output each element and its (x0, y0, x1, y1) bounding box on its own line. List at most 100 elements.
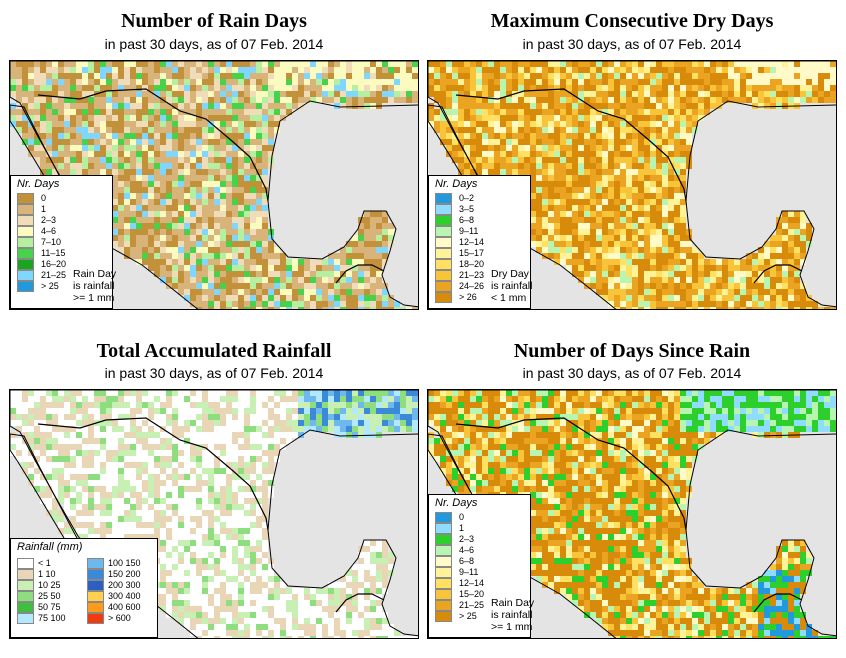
country-border (455, 88, 687, 202)
legend-label: 6–8 (459, 215, 475, 225)
legend-label: 4–6 (41, 226, 57, 236)
legend-swatch (435, 204, 452, 215)
legend-swatch (87, 580, 104, 591)
legend-note-line: is rainfall (491, 609, 533, 621)
legend-label: 21–25 (41, 270, 67, 280)
legend-label: > 25 (459, 611, 477, 621)
legend-label: 7–10 (41, 237, 62, 247)
legend-label: 3–5 (459, 204, 475, 214)
legend-swatch (435, 545, 452, 556)
legend-note: Dry Day is rainfall < 1 mm (491, 268, 532, 304)
legend-label: 21–23 (459, 270, 485, 280)
legend-swatch (17, 226, 34, 237)
legend-swatch (17, 193, 34, 204)
legend-label: 18–20 (459, 259, 485, 269)
legend-swatch (435, 259, 452, 270)
panel-title: Maximum Consecutive Dry Days (490, 10, 774, 32)
country-border (455, 417, 687, 531)
legend-item: 21–23 (429, 270, 530, 281)
legend-swatch (435, 281, 452, 292)
legend-note-line: < 1 mm (491, 292, 527, 304)
country-border (37, 417, 269, 531)
legend: Nr. Days 0–2 3–5 6–8 9–11 12–14 15–17 18–20 21–… (428, 175, 532, 309)
map-max-dry-days[interactable]: Nr. Days 0–2 3–5 6–8 9–11 12–14 15–17 18–20 21–… (427, 60, 837, 310)
legend-item: 4–6 (429, 545, 530, 556)
legend-swatch (435, 611, 452, 622)
legend-label: 400 600 (108, 602, 141, 612)
legend-note-line: Rain Day (491, 597, 535, 609)
legend: Nr. Days 0 1 2–3 4–6 7–10 11–15 16–20 21–25 > 25… (10, 175, 116, 309)
legend-label: > 26 (459, 292, 477, 302)
legend-label: 6–8 (459, 556, 475, 566)
legend-item: 6–8 (429, 556, 530, 567)
legend-item: > 25 (429, 611, 530, 622)
legend-item: 12–14 (429, 237, 530, 248)
legend-swatch (17, 580, 34, 591)
legend-swatch (435, 193, 452, 204)
legend-note: Rain Day is rainfall >= 1 mm (491, 597, 534, 633)
legend-note-line: >= 1 mm (73, 292, 115, 304)
legend-item: 7–10 (11, 237, 112, 248)
legend-label: 2–3 (41, 215, 57, 225)
legend-swatch (435, 226, 452, 237)
legend-item: 11–15 (11, 248, 112, 259)
legend-swatch (17, 591, 34, 602)
legend-label: 50 75 (38, 602, 61, 612)
legend-note-line: is rainfall (73, 280, 115, 292)
map-days-since-rain[interactable]: Nr. Days 0 1 2–3 4–6 6–8 9–11 12–14 15–20 21–25 >… (427, 389, 837, 639)
legend-swatch (435, 215, 452, 226)
legend-title: Nr. Days (435, 178, 478, 190)
legend-swatch (87, 558, 104, 569)
legend-label: 200 300 (108, 580, 141, 590)
map-rain-days[interactable]: Nr. Days 0 1 2–3 4–6 7–10 11–15 16–20 21–25 > 25… (9, 60, 419, 310)
legend-swatch (435, 600, 452, 611)
legend-item: 24–26 (429, 281, 530, 292)
legend-swatch (17, 558, 34, 569)
legend-label: 15–20 (459, 589, 485, 599)
legend-label: 100 150 (108, 558, 141, 568)
country-border (335, 264, 385, 284)
legend: Nr. Days 0 1 2–3 4–6 6–8 9–11 12–14 15–20 21–25 >… (428, 494, 534, 638)
legend-item: 21–25 (429, 600, 530, 611)
legend-swatch (435, 512, 452, 523)
legend-swatch (17, 613, 34, 624)
country-border (335, 593, 385, 613)
legend-note-line: Rain Day (73, 268, 117, 280)
legend-swatch (17, 215, 34, 226)
country-border (753, 264, 803, 284)
legend-item: 15–17 (429, 248, 530, 259)
panel-title: Number of Rain Days (121, 10, 307, 32)
legend-item: 1 (11, 204, 112, 215)
legend-item: 16–20 (11, 259, 112, 270)
legend-label: > 600 (108, 613, 131, 623)
legend-item: 4–6 (11, 226, 112, 237)
legend-label: 21–25 (459, 600, 485, 610)
legend-swatch (87, 591, 104, 602)
legend-item: 3–5 (429, 204, 530, 215)
legend-swatch (435, 292, 452, 303)
data-grid (428, 61, 836, 309)
panel-subtitle: in past 30 days, as of 07 Feb. 2014 (104, 365, 324, 381)
legend-label: 16–20 (41, 259, 67, 269)
legend-label: 150 200 (108, 569, 141, 579)
legend-label: 10 25 (38, 580, 61, 590)
legend-title: Nr. Days (435, 497, 478, 509)
legend-label: 2–3 (459, 534, 475, 544)
legend-item: 9–11 (429, 226, 530, 237)
legend-swatch (435, 578, 452, 589)
legend-label: 300 400 (108, 591, 141, 601)
legend-swatch (17, 248, 34, 259)
panel-title: Total Accumulated Rainfall (96, 340, 332, 362)
legend-swatch (435, 567, 452, 578)
legend-label: 0 (41, 193, 47, 203)
legend-item: 9–11 (429, 567, 530, 578)
legend-title: Nr. Days (17, 178, 60, 190)
legend-note: Rain Day is rainfall >= 1 mm (73, 268, 116, 304)
legend-label: < 1 (38, 558, 51, 568)
legend-item: 21–25 (11, 270, 112, 281)
legend-swatch (435, 589, 452, 600)
legend-swatch (435, 556, 452, 567)
legend-swatch (17, 237, 34, 248)
